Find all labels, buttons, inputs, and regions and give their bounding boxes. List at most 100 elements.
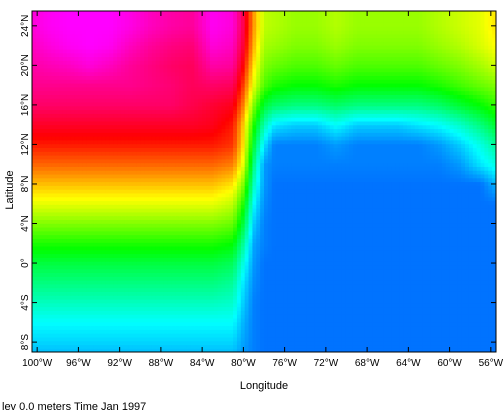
heatmap-cell [372, 344, 377, 349]
heatmap-cell [101, 298, 107, 304]
heatmap-cell [47, 310, 52, 315]
heatmap-cell [341, 310, 346, 315]
heatmap-cell [387, 276, 393, 281]
heatmap-cell [171, 261, 176, 266]
heatmap-cell [395, 298, 400, 304]
heatmap-cell [74, 329, 79, 334]
heatmap-cell [445, 310, 451, 315]
heatmap-cell [78, 291, 83, 296]
heatmap-cell [120, 317, 126, 323]
heatmap-cell [372, 230, 377, 236]
heatmap-cell [236, 230, 242, 236]
heatmap-cell [105, 249, 110, 255]
heatmap-cell [264, 219, 269, 224]
heatmap-cell [318, 280, 323, 285]
heatmap-cell [167, 348, 172, 352]
heatmap-cell [55, 272, 60, 277]
heatmap-cell [171, 344, 176, 349]
heatmap-cell [97, 257, 103, 262]
heatmap-cell [225, 314, 230, 319]
heatmap-cell [93, 310, 99, 315]
heatmap-cell [144, 261, 149, 266]
heatmap-cell [155, 302, 161, 308]
heatmap-cell [159, 348, 165, 352]
heatmap-cell [213, 298, 219, 304]
heatmap-cell [213, 344, 219, 349]
heatmap-cell [399, 321, 404, 327]
heatmap-cell [329, 287, 335, 292]
heatmap-cell [35, 306, 41, 311]
heatmap-cell [318, 242, 323, 247]
heatmap-cell [113, 321, 118, 327]
heatmap-cell [206, 268, 211, 274]
heatmap-cell [70, 219, 76, 224]
heatmap-cell [302, 192, 308, 198]
heatmap-cell [167, 283, 172, 289]
heatmap-cell [302, 298, 308, 304]
heatmap-cell [438, 306, 443, 311]
heatmap-cell [426, 283, 431, 289]
heatmap-cell [453, 276, 458, 281]
heatmap-cell [279, 295, 284, 300]
heatmap-cell [151, 223, 157, 228]
heatmap-cell [178, 287, 184, 292]
heatmap-cell [144, 283, 149, 289]
heatmap-cell [47, 242, 52, 247]
heatmap-cell [322, 287, 327, 292]
heatmap-cell [217, 295, 223, 300]
heatmap-cell [62, 310, 68, 315]
heatmap-cell [66, 272, 72, 277]
heatmap-cell [93, 306, 99, 311]
heatmap-cell [198, 245, 203, 251]
heatmap-cell [480, 261, 485, 266]
heatmap-cell [352, 306, 358, 311]
heatmap-cell [488, 257, 493, 262]
heatmap-cell [364, 253, 369, 258]
heatmap-cell [352, 234, 358, 239]
heatmap-cell [352, 340, 358, 346]
heatmap-cell [399, 264, 404, 270]
heatmap-cell [66, 325, 72, 330]
heatmap-cell [430, 272, 435, 277]
heatmap-cell [132, 223, 137, 228]
heatmap-cell [414, 249, 420, 255]
heatmap-cell [322, 257, 327, 262]
heatmap-cell [453, 215, 458, 220]
heatmap-cell [66, 234, 72, 239]
heatmap-cell [267, 329, 273, 334]
heatmap-cell [144, 340, 149, 346]
heatmap-cell [51, 298, 56, 304]
heatmap-cell [264, 253, 269, 258]
heatmap-cell [229, 238, 234, 243]
heatmap-cell [109, 264, 114, 270]
heatmap-cell [59, 226, 64, 232]
heatmap-cell [198, 283, 203, 289]
heatmap-cell [175, 306, 180, 311]
heatmap-cell [120, 204, 126, 209]
heatmap-cell [62, 196, 68, 202]
heatmap-cell [59, 276, 64, 281]
heatmap-cell [287, 226, 292, 232]
heatmap-cell [368, 264, 373, 270]
heatmap-cell [383, 223, 389, 228]
heatmap-cell [345, 283, 350, 289]
heatmap-cell [461, 329, 466, 334]
heatmap-cell [93, 204, 99, 209]
heatmap-cell [372, 253, 377, 258]
heatmap-cell [117, 298, 122, 304]
heatmap-cell [368, 333, 373, 338]
heatmap-cell [252, 242, 257, 247]
heatmap-cell [136, 261, 141, 266]
heatmap-cell [182, 249, 188, 255]
heatmap-cell [62, 314, 68, 319]
heatmap-cell [39, 226, 45, 232]
heatmap-cell [167, 223, 172, 228]
heatmap-cell [124, 283, 130, 289]
heatmap-cell [209, 295, 215, 300]
heatmap-cell [229, 192, 234, 198]
heatmap-cell [438, 276, 443, 281]
heatmap-cell [480, 348, 485, 352]
heatmap-cell [349, 204, 354, 209]
heatmap-cell [298, 249, 304, 255]
heatmap-cell [322, 242, 327, 247]
